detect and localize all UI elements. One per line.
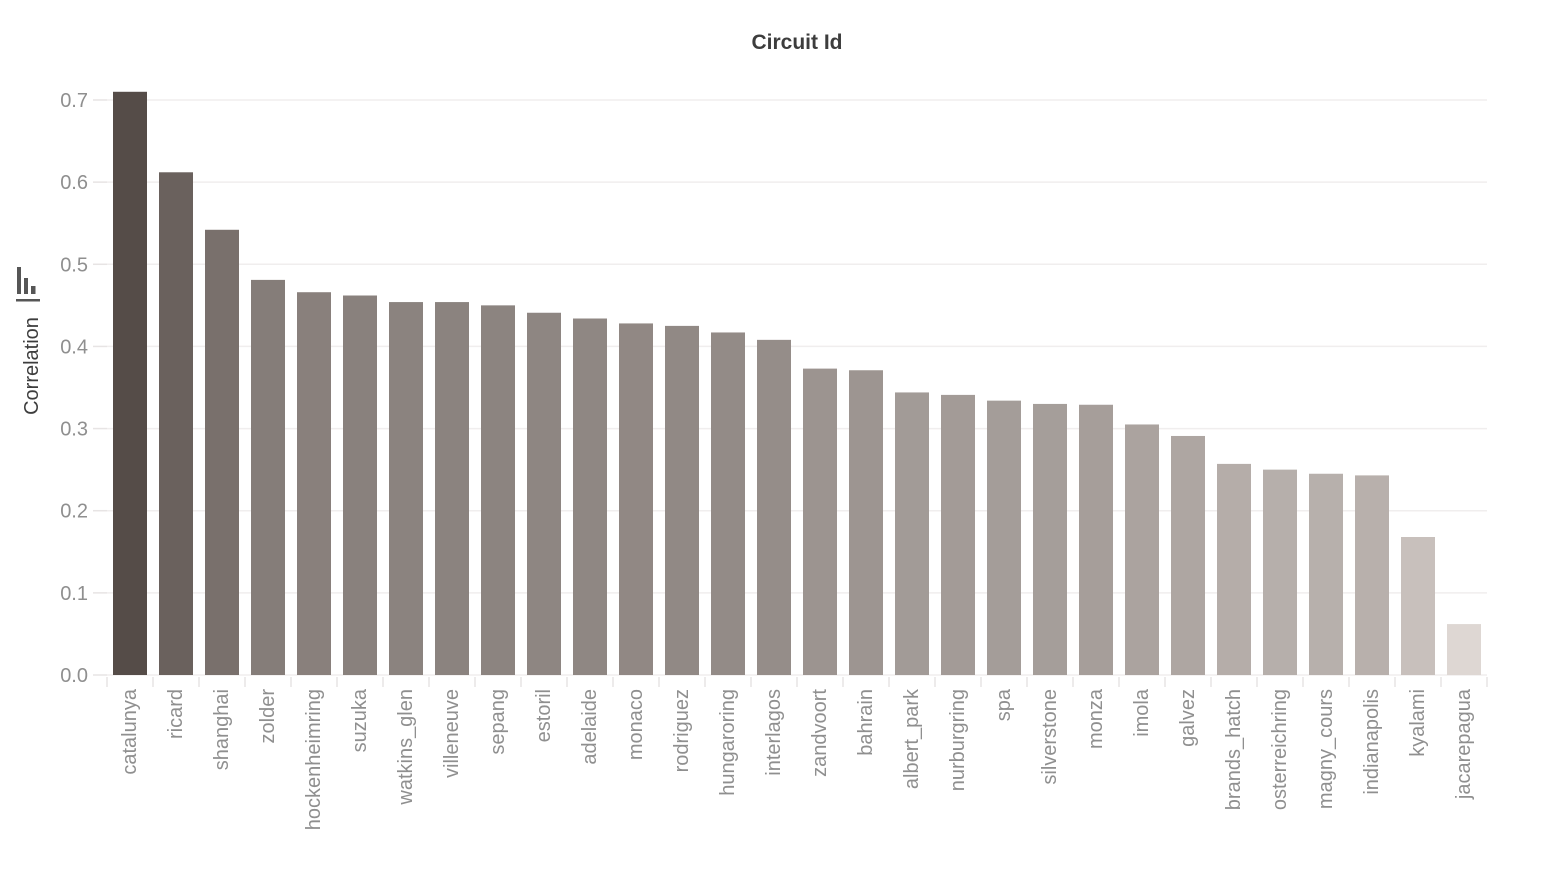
bar-rodriguez	[665, 325, 699, 675]
bars	[113, 91, 1481, 676]
x-tick-label-interlagos: interlagos	[763, 689, 785, 776]
bar-spa	[987, 400, 1021, 675]
bar-osterreichring	[1263, 469, 1297, 675]
x-axis-tick-marks	[106, 677, 1488, 687]
bar-brands_hatch	[1217, 463, 1251, 675]
x-tick-label-estoril: estoril	[533, 689, 555, 742]
x-tick-label-galvez: galvez	[1177, 689, 1199, 747]
x-tick-label-suzuka: suzuka	[349, 688, 371, 752]
x-tick-label-magny_cours: magny_cours	[1315, 689, 1337, 809]
bar-estoril	[527, 312, 561, 675]
y-tick-label-0.4: 0.4	[60, 336, 88, 358]
bar-ricard	[159, 172, 193, 675]
chart-title: Circuit Id	[751, 31, 842, 54]
bar-adelaide	[573, 318, 607, 675]
x-tick-label-ricard: ricard	[165, 689, 187, 739]
x-tick-label-rodriguez: rodriguez	[671, 689, 693, 772]
x-tick-label-osterreichring: osterreichring	[1269, 689, 1291, 810]
bar-nurburgring	[941, 394, 975, 675]
bar-kyalami	[1401, 536, 1435, 675]
x-tick-label-adelaide: adelaide	[579, 689, 601, 765]
x-tick-label-villeneuve: villeneuve	[441, 689, 463, 778]
x-tick-label-zolder: zolder	[257, 689, 279, 744]
x-tick-label-spa: spa	[993, 688, 1015, 721]
x-axis-tick-labels: catalunya ricard shanghai zolder hockenheimr…	[119, 688, 1475, 830]
y-tick-label-0.5: 0.5	[60, 254, 88, 276]
bar-hockenheimring	[297, 292, 331, 675]
y-axis-tick-labels: 0.0 0.1 0.2 0.3 0.4 0.5 0.6 0.7	[60, 90, 88, 687]
y-axis-title-text: Correlation	[21, 317, 43, 415]
x-tick-label-watkins_glen: watkins_glen	[395, 689, 417, 806]
x-tick-label-silverstone: silverstone	[1039, 689, 1061, 785]
bar-interlagos	[757, 339, 791, 675]
bar-shanghai	[205, 229, 239, 675]
x-tick-label-sepang: sepang	[487, 689, 509, 755]
x-tick-label-imola: imola	[1131, 688, 1153, 737]
bar-hungaroring	[711, 332, 745, 675]
y-tick-label-0.1: 0.1	[60, 583, 88, 605]
y-tick-label-0.3: 0.3	[60, 419, 88, 441]
x-tick-label-shanghai: shanghai	[211, 689, 233, 770]
x-tick-label-monza: monza	[1085, 688, 1107, 749]
bar-indianapolis	[1355, 475, 1389, 675]
y-tick-label-0.7: 0.7	[60, 90, 88, 112]
bar-imola	[1125, 424, 1159, 675]
bar-magny_cours	[1309, 473, 1343, 675]
bar-suzuka	[343, 295, 377, 675]
x-tick-label-hockenheimring: hockenheimring	[303, 689, 325, 830]
mini-bar-chart-icon	[16, 267, 40, 302]
x-tick-label-indianapolis: indianapolis	[1361, 689, 1383, 795]
x-tick-label-nurburgring: nurburgring	[947, 689, 969, 791]
y-tick-label-0.6: 0.6	[60, 172, 88, 194]
y-tick-label-0.2: 0.2	[60, 501, 88, 523]
bar-albert_park	[895, 392, 929, 675]
bar-sepang	[481, 305, 515, 675]
x-tick-label-monaco: monaco	[625, 689, 647, 760]
bar-zolder	[251, 279, 285, 675]
x-tick-label-jacarepagua: jacarepagua	[1453, 688, 1475, 800]
bar-silverstone	[1033, 403, 1067, 675]
bar-bahrain	[849, 370, 883, 675]
x-tick-label-kyalami: kyalami	[1407, 689, 1429, 757]
x-tick-label-bahrain: bahrain	[855, 689, 877, 756]
x-tick-label-catalunya: catalunya	[119, 688, 141, 774]
bar-jacarepagua	[1447, 624, 1481, 675]
y-axis-tick-marks	[93, 99, 107, 676]
bar-zandvoort	[803, 368, 837, 675]
bar-monza	[1079, 404, 1113, 675]
x-tick-label-albert_park: albert_park	[901, 688, 923, 789]
bar-monaco	[619, 323, 653, 675]
gridlines	[107, 99, 1487, 676]
bar-galvez	[1171, 435, 1205, 675]
x-tick-label-hungaroring: hungaroring	[717, 689, 739, 796]
x-tick-label-brands_hatch: brands_hatch	[1223, 689, 1245, 810]
x-tick-label-zandvoort: zandvoort	[809, 689, 831, 777]
y-axis-title: Correlation	[16, 267, 43, 415]
bar-watkins_glen	[389, 302, 423, 675]
bar-catalunya	[113, 91, 147, 676]
bar-villeneuve	[435, 302, 469, 675]
y-tick-label-0.0: 0.0	[60, 665, 88, 687]
